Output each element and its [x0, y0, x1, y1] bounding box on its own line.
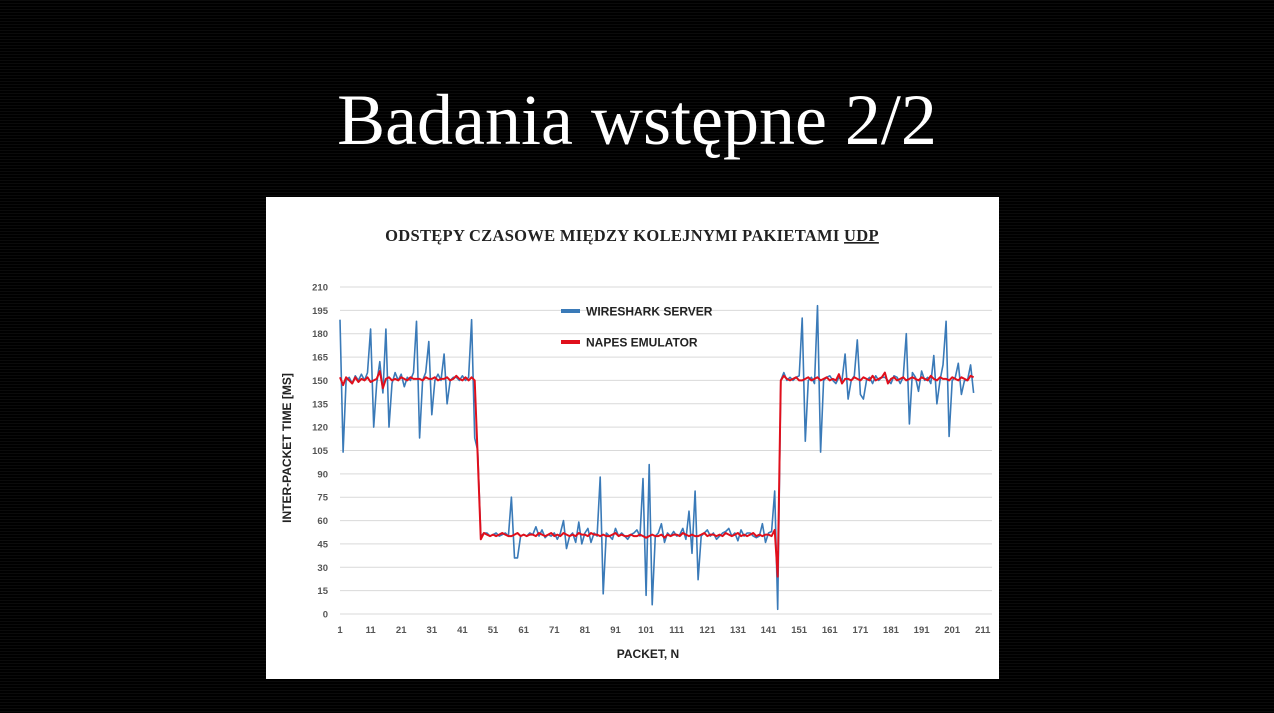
- y-tick-label: 30: [317, 563, 328, 574]
- x-tick-label: 81: [580, 625, 591, 636]
- chart-title-underlined: UDP: [844, 226, 879, 245]
- x-tick-label: 11: [366, 625, 377, 636]
- x-tick-label: 151: [791, 625, 808, 636]
- x-tick-labels: 1 11 21 31 41 51 61 71 81 91 101 111 121 131 141 151 161…: [337, 625, 991, 636]
- x-tick-label: 141: [761, 625, 778, 636]
- x-tick-label: 61: [518, 625, 529, 636]
- y-tick-label: 180: [312, 329, 328, 340]
- y-tick-labels: 0 15 30 45 60 75 90 105 120 135 150 165 180 195 210: [312, 283, 329, 621]
- chart-legend: WIRESHARK SERVER NAPES EMULATOR: [561, 305, 713, 350]
- x-tick-label: 31: [427, 625, 438, 636]
- x-tick-label: 121: [699, 625, 716, 636]
- y-tick-label: 195: [312, 306, 329, 317]
- y-tick-label: 0: [323, 610, 328, 621]
- chart-title: ODSTĘPY CZASOWE MIĘDZY KOLEJNYMI PAKIETA…: [385, 226, 879, 245]
- y-tick-label: 165: [312, 353, 329, 364]
- slide-title: Badania wstępne 2/2: [337, 80, 937, 160]
- x-tick-label: 131: [730, 625, 747, 636]
- chart-svg: ODSTĘPY CZASOWE MIĘDZY KOLEJNYMI PAKIETA…: [280, 226, 992, 661]
- x-tick-label: 181: [883, 625, 900, 636]
- chart-grid: [340, 286, 992, 615]
- x-tick-label: 191: [914, 625, 931, 636]
- x-tick-label: 41: [457, 625, 468, 636]
- y-tick-label: 60: [317, 516, 328, 527]
- x-tick-label: 211: [975, 625, 991, 636]
- series-line-0: [339, 304, 975, 611]
- x-tick-label: 101: [638, 625, 655, 636]
- y-tick-label: 120: [312, 423, 328, 434]
- x-tick-label: 21: [396, 625, 407, 636]
- y-tick-label: 210: [312, 283, 328, 294]
- y-tick-label: 75: [317, 493, 328, 504]
- legend-label-1: NAPES EMULATOR: [586, 336, 698, 350]
- x-tick-label: 91: [610, 625, 621, 636]
- y-tick-label: 135: [312, 399, 329, 410]
- series-line-1: [339, 370, 975, 578]
- chart-panel: ODSTĘPY CZASOWE MIĘDZY KOLEJNYMI PAKIETA…: [266, 197, 999, 679]
- legend-label-0: WIRESHARK SERVER: [586, 305, 713, 319]
- x-tick-label: 171: [852, 625, 869, 636]
- x-tick-label: 161: [822, 625, 839, 636]
- x-tick-label: 201: [944, 625, 961, 636]
- x-tick-label: 51: [488, 625, 499, 636]
- chart-series: [339, 304, 975, 611]
- y-tick-label: 90: [317, 469, 328, 480]
- y-tick-label: 15: [317, 586, 328, 597]
- y-tick-label: 150: [312, 376, 328, 387]
- x-axis-label: PACKET, N: [617, 647, 679, 661]
- y-axis-label: INTER-PACKET TIME [MS]: [280, 373, 294, 523]
- chart-title-text: ODSTĘPY CZASOWE MIĘDZY KOLEJNYMI PAKIETA…: [385, 226, 839, 245]
- x-tick-label: 71: [549, 625, 560, 636]
- y-tick-label: 105: [312, 446, 329, 457]
- x-tick-label: 111: [669, 625, 685, 636]
- x-tick-label: 1: [337, 625, 343, 636]
- y-tick-label: 45: [317, 539, 328, 550]
